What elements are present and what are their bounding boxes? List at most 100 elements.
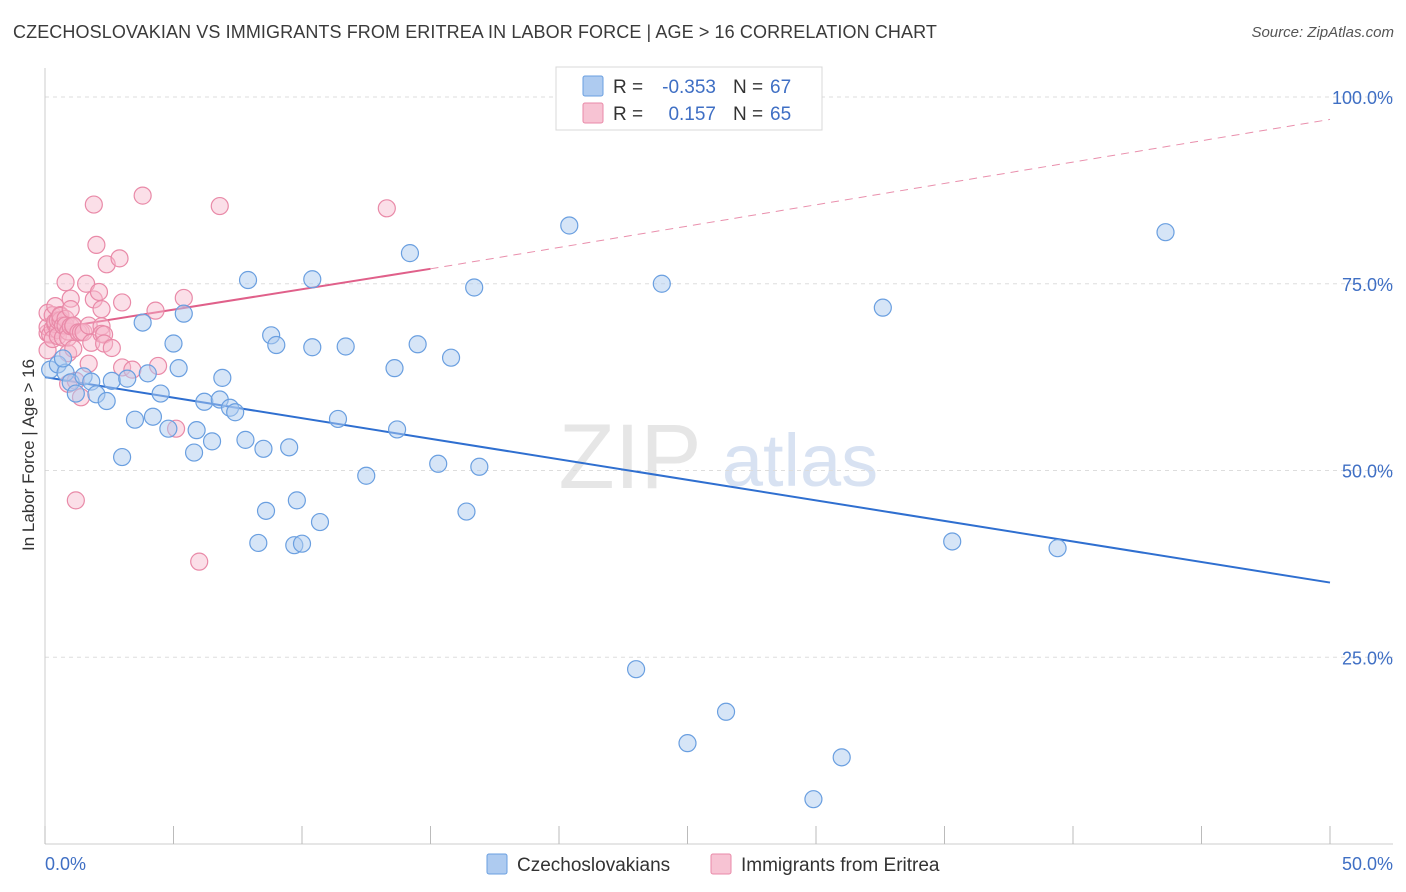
eritrea-point [110, 249, 129, 268]
y-tick-label: 50.0% [1342, 462, 1393, 482]
czechoslovakian-point [408, 335, 427, 354]
y-tick-label: 75.0% [1342, 275, 1393, 295]
czechoslovakian-point [943, 532, 962, 551]
czechoslovakian-point [138, 364, 157, 383]
czechoslovakian-point [159, 419, 178, 438]
czechoslovakian-point [133, 313, 152, 332]
czechoslovakian-point [1156, 223, 1175, 242]
czechoslovakian-point [267, 335, 286, 355]
eritrea-point [61, 300, 80, 319]
y-tick-label: 25.0% [1342, 648, 1393, 668]
czechoslovakian-point [97, 391, 116, 411]
czechoslovakian-point [400, 244, 420, 263]
czechoslovakian-point [832, 748, 851, 767]
watermark-atlas: atlas [722, 419, 878, 502]
czechoslovakian-point [678, 734, 697, 753]
czechoslovakian-point [560, 216, 579, 235]
czechoslovakian-points [41, 216, 1175, 809]
eritrea-point [61, 289, 80, 308]
eritrea-point [92, 300, 111, 319]
czechoslovakian-point [143, 407, 163, 426]
eritrea-point [377, 199, 396, 218]
czechoslovakian-point [66, 384, 85, 403]
czechoslovakian-point [226, 403, 245, 422]
czechoslovakian-point [1048, 539, 1067, 558]
stats-legend: R = -0.353 N = 67 R = 0.157 N = 65 [555, 66, 823, 131]
series-legend: Czechoslovakians Immigrants from Eritrea [486, 853, 940, 876]
czechoslovakian-point [328, 409, 348, 429]
czechoslovakian-point [202, 432, 222, 451]
eritrea-point [89, 282, 109, 302]
eritrea-point [190, 552, 209, 571]
czechoslovakian-point [125, 410, 145, 429]
czechoslovakian-point [287, 491, 306, 510]
legend-n-value-1: 67 [770, 77, 791, 98]
eritrea-point [102, 338, 121, 358]
czechoslovakian-point [254, 439, 273, 458]
legend-r-value-2: 0.157 [668, 104, 716, 125]
czechoslovakian-point [292, 534, 312, 553]
czechoslovakian-point [195, 392, 214, 411]
eritrea-point [174, 288, 193, 308]
bottom-legend-label-czechoslovakians: Czechoslovakians [517, 855, 670, 876]
eritrea-point [112, 293, 132, 312]
czechoslovakian-point [457, 502, 476, 521]
watermark-zip: ZIP [558, 406, 701, 508]
czechoslovakian-point [336, 337, 355, 356]
axes [44, 68, 1393, 845]
czechoslovakian-point [470, 457, 489, 476]
eritrea-point [46, 297, 65, 316]
x-tick-labels: 0.0% 50.0% [45, 854, 1393, 874]
eritrea-point [82, 333, 101, 352]
czechoslovakian-point [151, 384, 170, 403]
y-axis-label: In Labor Force | Age > 16 [19, 359, 38, 551]
czechoslovakian-point [873, 298, 892, 317]
eritrea-point [210, 196, 229, 216]
legend-r-value-1: -0.353 [662, 77, 716, 98]
legend-n-label-2: N = [733, 104, 763, 125]
czechoslovakian-point [387, 420, 407, 439]
trend-lines [44, 118, 1331, 584]
czechoslovakian-point [280, 438, 299, 457]
czechoslovakian-point [357, 466, 376, 485]
legend-n-value-2: 65 [770, 104, 791, 125]
czechoslovakian-point [429, 454, 448, 473]
czechoslovakian-point [238, 270, 258, 290]
source-credit: Source: ZipAtlas.com [1251, 24, 1394, 41]
czechoslovakian-point [213, 368, 232, 387]
czechoslovakian-point [236, 430, 255, 449]
czechoslovakian-point [716, 702, 736, 721]
czechoslovakian-point [187, 421, 206, 440]
legend-n-label-1: N = [733, 77, 763, 98]
bottom-legend-swatch-eritrea [710, 853, 732, 875]
czechoslovakian-point [184, 443, 204, 462]
czechoslovakian-point [169, 359, 188, 378]
czechoslovakian-point [118, 369, 137, 388]
czechoslovakian-point [652, 274, 671, 293]
bottom-legend-label-eritrea: Immigrants from Eritrea [741, 855, 940, 876]
eritrea-point [56, 273, 75, 292]
legend-swatch-czechoslovakians [582, 75, 604, 97]
czechoslovakian-point [102, 371, 121, 390]
eritrea-point [84, 195, 103, 214]
trend-line-eritrea [44, 267, 431, 332]
czechoslovakian-point [441, 348, 461, 367]
eritrea-points [38, 186, 396, 571]
bottom-legend-swatch-czechoslovakians [486, 853, 508, 875]
czechoslovakian-point [112, 447, 132, 467]
y-tick-label: 100.0% [1332, 88, 1393, 108]
x-tick-label: 50.0% [1342, 854, 1393, 874]
czechoslovakian-point [465, 278, 484, 297]
legend-r-label-2: R = [613, 104, 643, 125]
czechoslovakian-point [53, 349, 73, 368]
czechoslovakian-point [164, 334, 183, 353]
czechoslovakian-point [174, 304, 193, 323]
czechoslovakian-point [249, 533, 268, 553]
trend-line-czechoslovakians [44, 376, 1331, 584]
czechoslovakian-point [626, 660, 646, 679]
grid-lines [45, 96, 1393, 658]
czechoslovakian-point [310, 512, 330, 532]
x-tick-label: 0.0% [45, 854, 86, 874]
eritrea-point [87, 235, 106, 255]
